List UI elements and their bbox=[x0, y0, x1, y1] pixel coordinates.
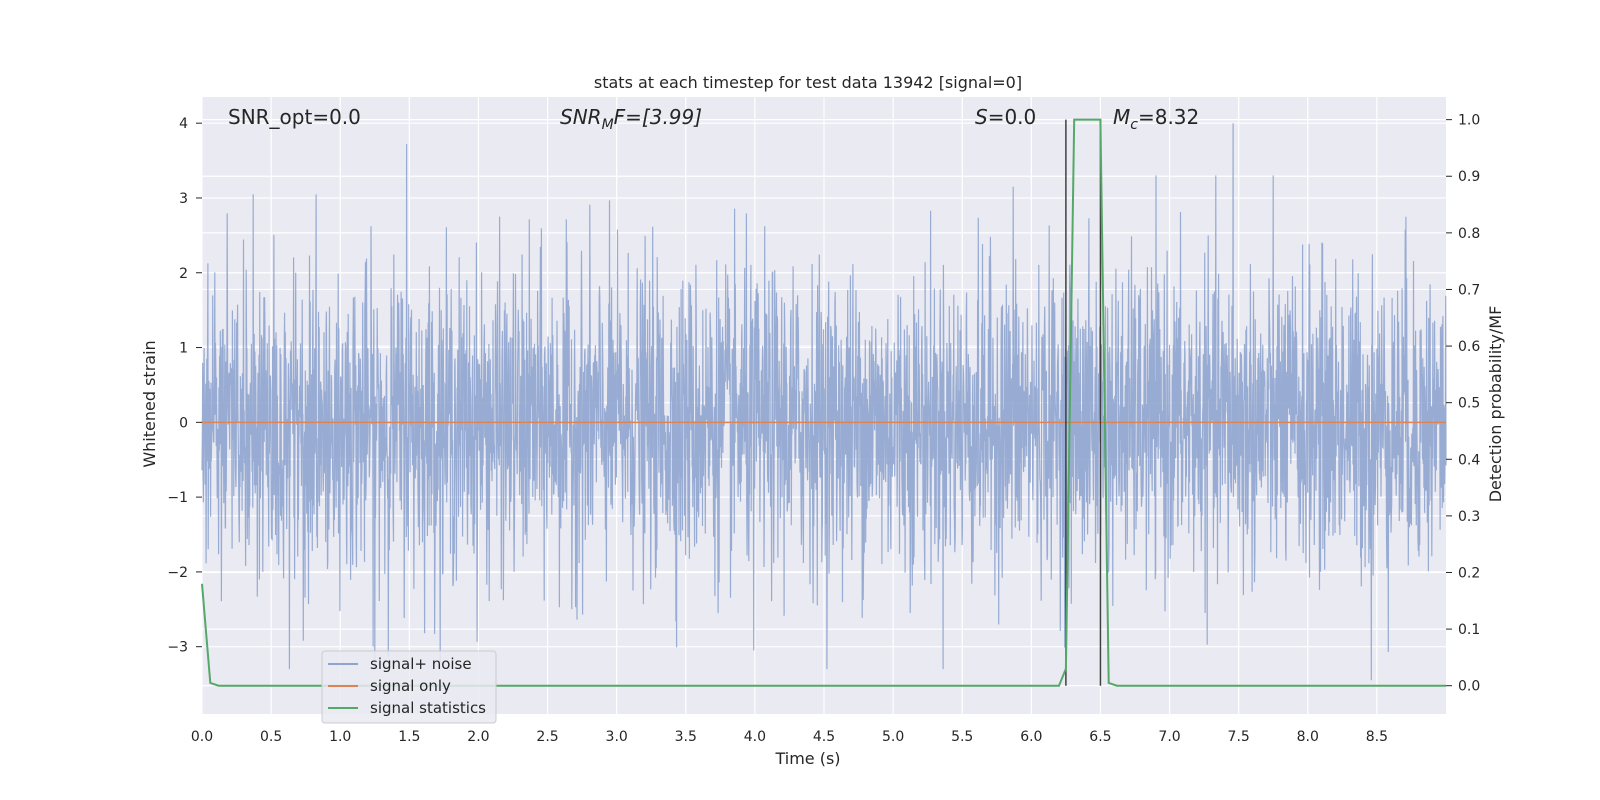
x-tick-label: 5.5 bbox=[951, 729, 973, 745]
y-tick-label: −1 bbox=[167, 490, 188, 506]
vertical-markers bbox=[1065, 119, 1102, 686]
legend-label-signal-only: signal only bbox=[370, 677, 451, 695]
y-tick-label: 0 bbox=[179, 415, 188, 431]
right-y-tick-label: 0.6 bbox=[1458, 339, 1480, 355]
x-tick-label: 3.5 bbox=[675, 729, 697, 745]
x-tick-label: 0.0 bbox=[191, 729, 213, 745]
annotation-snr-mf: SNRMF=[3.99] bbox=[560, 105, 702, 133]
x-tick-label: 8.0 bbox=[1297, 729, 1319, 745]
x-tick-label: 7.5 bbox=[1228, 729, 1250, 745]
right-y-tick-label: 0.0 bbox=[1458, 679, 1480, 695]
chart-title: stats at each timestep for test data 139… bbox=[594, 73, 1022, 92]
x-tick-label: 2.5 bbox=[536, 729, 558, 745]
y-tick-label: 1 bbox=[179, 341, 188, 357]
left-y-ticks: 4 3 2 1 0 −1 −2 −3 bbox=[167, 116, 202, 656]
right-y-tick-label: 0.3 bbox=[1458, 509, 1480, 525]
x-tick-label: 0.5 bbox=[260, 729, 282, 745]
y-tick-label: 2 bbox=[179, 266, 188, 282]
annotation-s: S=0.0 bbox=[975, 105, 1036, 129]
x-tick-label: 3.0 bbox=[606, 729, 628, 745]
right-y-tick-label: 0.2 bbox=[1458, 565, 1480, 581]
x-tick-label: 4.5 bbox=[813, 729, 835, 745]
right-y-tick-label: 0.9 bbox=[1458, 169, 1480, 185]
y-tick-label: 4 bbox=[179, 116, 188, 132]
annotation-mc: Mc=8.32 bbox=[1113, 105, 1199, 133]
right-y-tick-label: 0.8 bbox=[1458, 226, 1480, 242]
y-tick-label: −2 bbox=[167, 565, 188, 581]
statistics-line bbox=[201, 118, 1446, 687]
x-tick-label: 5.0 bbox=[882, 729, 904, 745]
y-axis-label: Whitened strain bbox=[140, 340, 159, 467]
x-tick-label: 6.0 bbox=[1020, 729, 1042, 745]
x-tick-label: 1.0 bbox=[329, 729, 351, 745]
x-ticks: 0.0 0.5 1.0 1.5 2.0 2.5 3.0 3.5 4.0 4.5 5.0 5.5 6.0 6… bbox=[191, 729, 1388, 745]
right-y-tick-label: 0.1 bbox=[1458, 622, 1480, 638]
x-tick-label: 2.0 bbox=[467, 729, 489, 745]
right-y-tick-label: 0.7 bbox=[1458, 282, 1480, 298]
legend-label-noise: signal+ noise bbox=[370, 655, 472, 673]
right-y-ticks: 1.0 0.9 0.8 0.7 0.6 0.5 0.4 0.3 0.2 0.1 0.0 bbox=[1446, 113, 1480, 695]
x-axis-label: Time (s) bbox=[774, 749, 840, 768]
right-y-tick-label: 0.4 bbox=[1458, 452, 1480, 468]
y-tick-label: −3 bbox=[167, 640, 188, 656]
right-y-axis-label: Detection probability/MF bbox=[1486, 306, 1505, 503]
legend: signal+ noise signal only signal statist… bbox=[321, 650, 497, 724]
x-tick-label: 4.0 bbox=[744, 729, 766, 745]
right-y-tick-label: 1.0 bbox=[1458, 113, 1480, 129]
right-y-tick-label: 0.5 bbox=[1458, 396, 1480, 412]
x-tick-label: 6.5 bbox=[1089, 729, 1111, 745]
x-tick-label: 7.0 bbox=[1158, 729, 1180, 745]
x-tick-label: 8.5 bbox=[1366, 729, 1388, 745]
signal-statistics-series bbox=[201, 118, 1446, 687]
legend-label-statistics: signal statistics bbox=[370, 699, 486, 717]
annotation-snr-opt: SNR_opt=0.0 bbox=[228, 105, 361, 129]
x-tick-label: 1.5 bbox=[398, 729, 420, 745]
y-tick-label: 3 bbox=[179, 191, 188, 207]
